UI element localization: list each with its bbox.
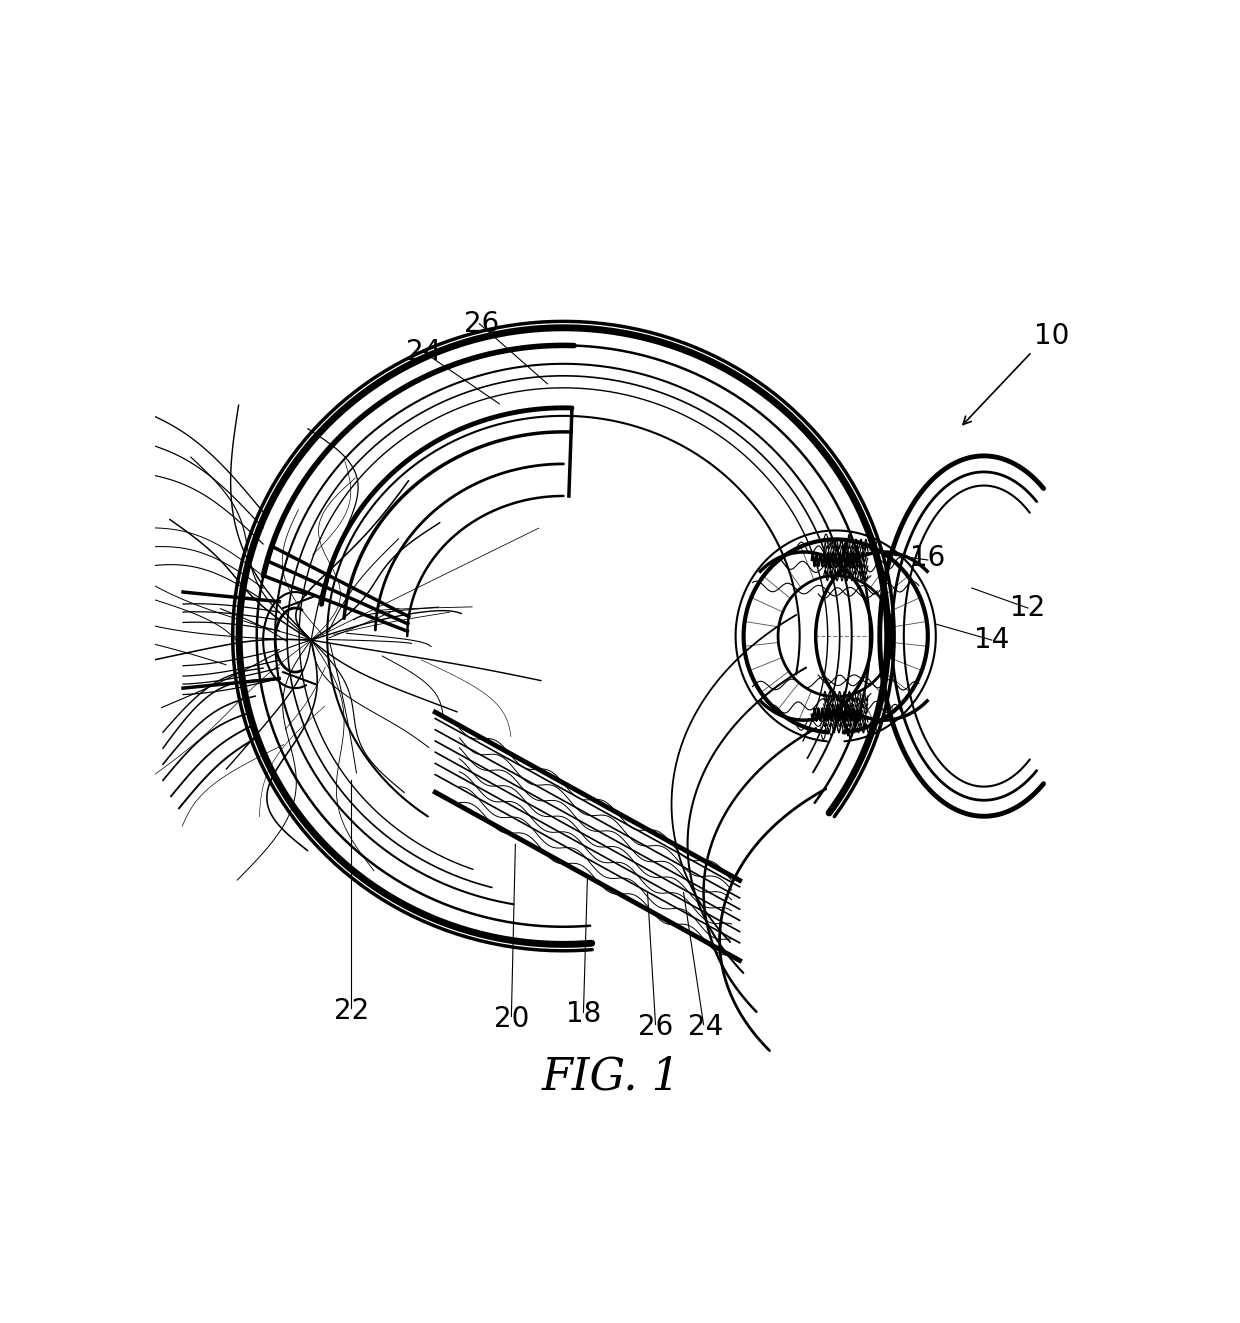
Text: 16: 16 <box>910 544 945 572</box>
Text: 12: 12 <box>1011 594 1045 622</box>
Text: 22: 22 <box>334 996 368 1025</box>
Text: 10: 10 <box>1034 321 1070 349</box>
Text: FIG. 1: FIG. 1 <box>542 1056 681 1099</box>
Text: 20: 20 <box>494 1005 529 1033</box>
Text: 18: 18 <box>565 1000 601 1028</box>
Text: 24: 24 <box>688 1013 724 1041</box>
Text: 26: 26 <box>464 310 500 337</box>
Text: 24: 24 <box>405 337 441 365</box>
Text: 26: 26 <box>637 1013 673 1041</box>
Text: 14: 14 <box>975 626 1009 654</box>
